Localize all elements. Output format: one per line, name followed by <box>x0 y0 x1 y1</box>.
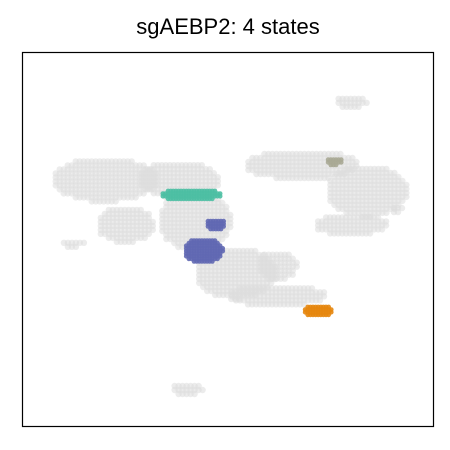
bg-point-8 <box>72 243 80 250</box>
state-cluster-1 <box>205 218 227 232</box>
background-region-top-right-island <box>335 95 370 111</box>
bg-point-203 <box>383 209 390 217</box>
background-region-left-lobe <box>97 206 156 246</box>
bg-point-52 <box>289 271 296 278</box>
state-2-point-105 <box>215 256 220 262</box>
bg-point-141 <box>403 193 410 201</box>
plot-frame <box>21 51 435 428</box>
bg-point-141 <box>227 223 234 231</box>
bg-point-14 <box>199 386 206 394</box>
bg-point-77 <box>366 230 374 237</box>
background-region-bottom-island <box>171 382 206 398</box>
background-region-right-arc-top <box>245 150 360 182</box>
state-4-point-14 <box>333 162 339 168</box>
bg-point-230 <box>112 198 119 205</box>
bg-point-108 <box>214 182 221 189</box>
bg-point-75 <box>149 226 156 234</box>
state-0-point-82 <box>209 196 215 202</box>
state-0-point-64 <box>217 193 223 199</box>
bg-point-103 <box>129 238 136 246</box>
background-region-right-arc-tail <box>314 214 390 237</box>
bg-point-174 <box>223 231 230 239</box>
bg-point-189 <box>219 235 226 243</box>
bg-point-223 <box>132 194 139 201</box>
bg-point-160 <box>399 197 406 205</box>
bg-point-103 <box>300 301 308 308</box>
background-cells-layer <box>52 95 410 398</box>
state-cluster-4 <box>325 157 344 168</box>
bg-point-35 <box>293 263 300 270</box>
bg-point-98 <box>141 234 148 242</box>
bg-point-19 <box>191 390 198 398</box>
background-region-lower-small-blob <box>257 251 300 282</box>
bg-point-19 <box>355 103 362 111</box>
bg-point-2 <box>398 204 406 212</box>
bg-point-88 <box>145 230 152 238</box>
bg-point-57 <box>281 275 288 282</box>
state-cluster-0 <box>160 188 223 202</box>
highlighted-states-layer <box>160 157 344 318</box>
state-2-point-113 <box>209 259 215 264</box>
background-region-lower-right-arm <box>228 285 328 308</box>
bg-point-88 <box>316 297 324 304</box>
state-1-point-25 <box>218 226 224 232</box>
state-3-point-39 <box>326 312 331 318</box>
state-cluster-3 <box>302 304 334 318</box>
bg-point-66 <box>378 226 386 233</box>
bg-point-49 <box>382 222 390 229</box>
background-region-small-left-island <box>60 239 88 250</box>
bg-point-5 <box>80 239 88 246</box>
background-region-far-right-island <box>390 204 406 216</box>
state-cluster-2 <box>183 238 226 264</box>
state-4-point-11 <box>338 159 344 165</box>
chart-title: sgAEBP2: 4 states <box>136 14 319 39</box>
bg-point-14 <box>363 99 370 107</box>
bg-point-4 <box>394 208 402 216</box>
bg-point-66 <box>320 293 328 300</box>
